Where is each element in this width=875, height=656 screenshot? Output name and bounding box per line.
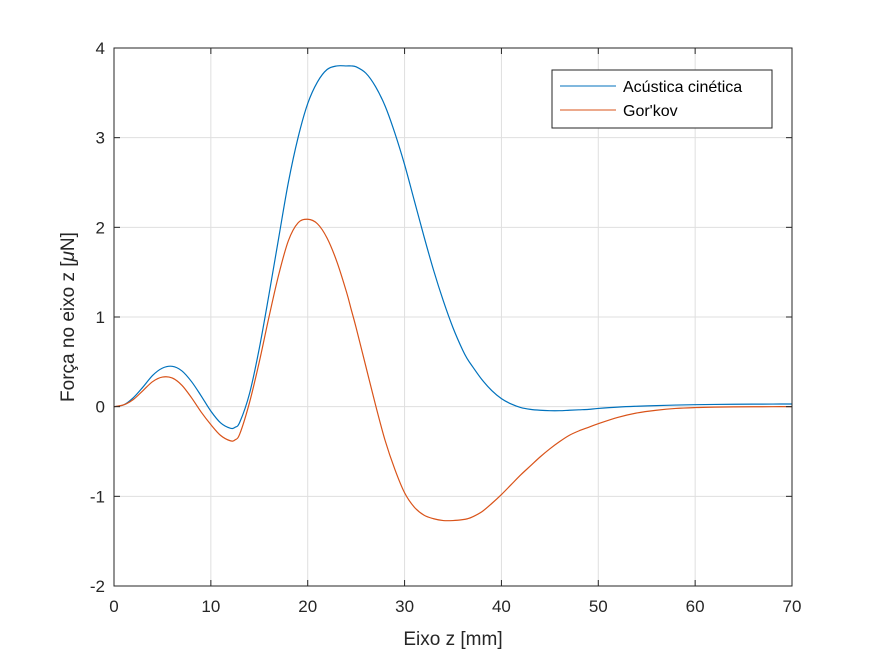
tick-labels: 0 10 20 30 40 50 60 70 -2 -1 0 1 2 3 4 — [90, 39, 802, 616]
x-tick-label: 10 — [201, 597, 220, 616]
y-tick-label: 1 — [96, 308, 105, 327]
y-tick-label: -2 — [90, 577, 105, 596]
legend-box — [551, 69, 773, 129]
legend: Acústica cinética Gor'kov — [551, 69, 773, 129]
y-tick-label: 2 — [96, 218, 105, 237]
series-line-acustica-cinetica — [113, 65, 793, 430]
x-tick-label: 70 — [783, 597, 802, 616]
y-axis-label: Força no eixo z [μN] — [58, 232, 79, 402]
series-line-gorkov — [113, 218, 793, 522]
x-tick-label: 30 — [395, 597, 414, 616]
x-tick-label: 40 — [492, 597, 511, 616]
y-tick-label: -1 — [90, 487, 105, 506]
plot-lines — [113, 65, 793, 522]
x-tick-label: 50 — [589, 597, 608, 616]
y-tick-label: 4 — [96, 39, 105, 58]
x-tick-label: 0 — [109, 597, 118, 616]
x-tick-label: 60 — [686, 597, 705, 616]
y-axis-label-unit-prefix: μ — [58, 250, 79, 262]
legend-label-acustica-cinetica: Acústica cinética — [623, 79, 742, 96]
x-axis-label: Eixo z [mm] — [403, 629, 502, 650]
x-tick-label: 20 — [298, 597, 317, 616]
y-axis-label-suffix: N] — [58, 232, 79, 251]
legend-label-gorkov: Gor'kov — [623, 103, 678, 120]
grid — [113, 47, 793, 587]
y-axis-label-prefix: Força no eixo z [ — [58, 261, 79, 402]
ticks — [113, 47, 793, 587]
y-tick-label: 0 — [96, 398, 105, 417]
y-tick-label: 3 — [96, 129, 105, 148]
